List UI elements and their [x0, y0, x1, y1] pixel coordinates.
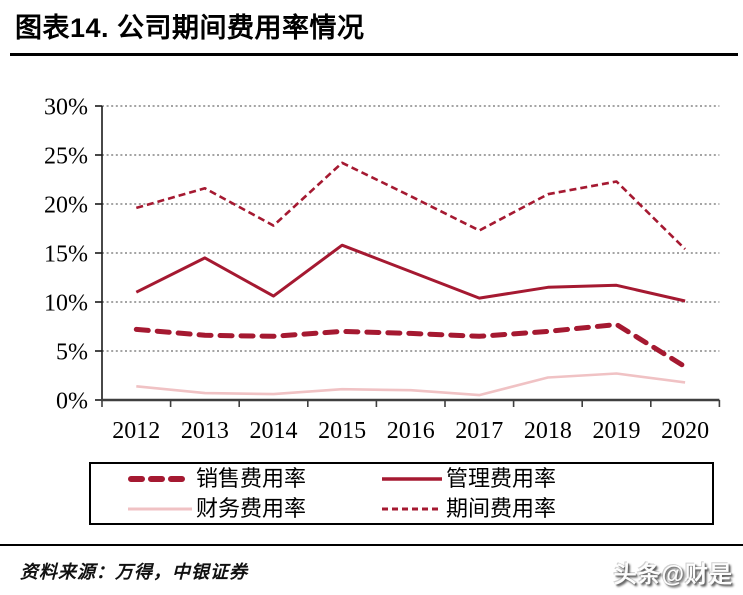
- legend-item-financial-expense-ratio: 财务费用率: [91, 496, 345, 522]
- period-ratio-swatch-icon: [382, 507, 442, 510]
- x-axis-label: 2014: [250, 418, 298, 444]
- x-axis-label: 2015: [318, 418, 366, 444]
- series-line-财务费用率: [136, 372, 686, 397]
- y-axis-label: 10%: [44, 291, 88, 317]
- figure-title: 图表14. 公司期间费用率情况: [15, 13, 365, 43]
- y-axis-label: 15%: [44, 242, 88, 268]
- footer-divider: [0, 544, 743, 546]
- x-axis-label: 2017: [455, 418, 503, 444]
- y-axis-label: 0%: [56, 389, 88, 415]
- legend-label: 财务费用率: [196, 495, 307, 521]
- y-axis-label: 30%: [44, 95, 88, 121]
- watermark: 头条@财是: [613, 561, 733, 587]
- y-axis-label: 25%: [44, 144, 88, 170]
- y-axis-label: 5%: [56, 340, 88, 366]
- sales-ratio-swatch-icon: [128, 475, 192, 482]
- x-axis-label: 2013: [181, 418, 229, 444]
- legend-item-sales-expense-ratio: 销售费用率: [91, 466, 345, 492]
- series-line-管理费用率: [135, 243, 686, 303]
- legend-label: 期间费用率: [446, 495, 557, 521]
- series-line-销售费用率: [133, 322, 688, 370]
- chart-legend: 销售费用率 管理费用率 财务费用率 期间费用率: [89, 462, 714, 525]
- legend-item-period-expense-ratio: 期间费用率: [345, 496, 712, 522]
- source-attribution: 资料来源：万得，中银证券: [20, 562, 248, 582]
- x-axis-label: 2020: [661, 418, 709, 444]
- financial-ratio-swatch-icon: [128, 507, 192, 510]
- legend-item-management-expense-ratio: 管理费用率: [345, 466, 712, 492]
- title-divider: [10, 53, 738, 56]
- legend-label: 管理费用率: [446, 465, 557, 491]
- x-axis-label: 2016: [387, 418, 435, 444]
- expense-ratio-line-chart: 0% 5% 10% 15% 20% 25% 30% 2012 2013 2014 2015 2016 2…: [44, 95, 721, 444]
- y-axis-label: 20%: [44, 193, 88, 219]
- management-ratio-swatch-icon: [382, 476, 442, 481]
- x-axis-label: 2018: [524, 418, 572, 444]
- x-axis-label: 2019: [593, 418, 641, 444]
- series-line-期间费用率: [135, 161, 687, 251]
- x-axis-label: 2012: [112, 418, 160, 444]
- legend-label: 销售费用率: [196, 465, 307, 491]
